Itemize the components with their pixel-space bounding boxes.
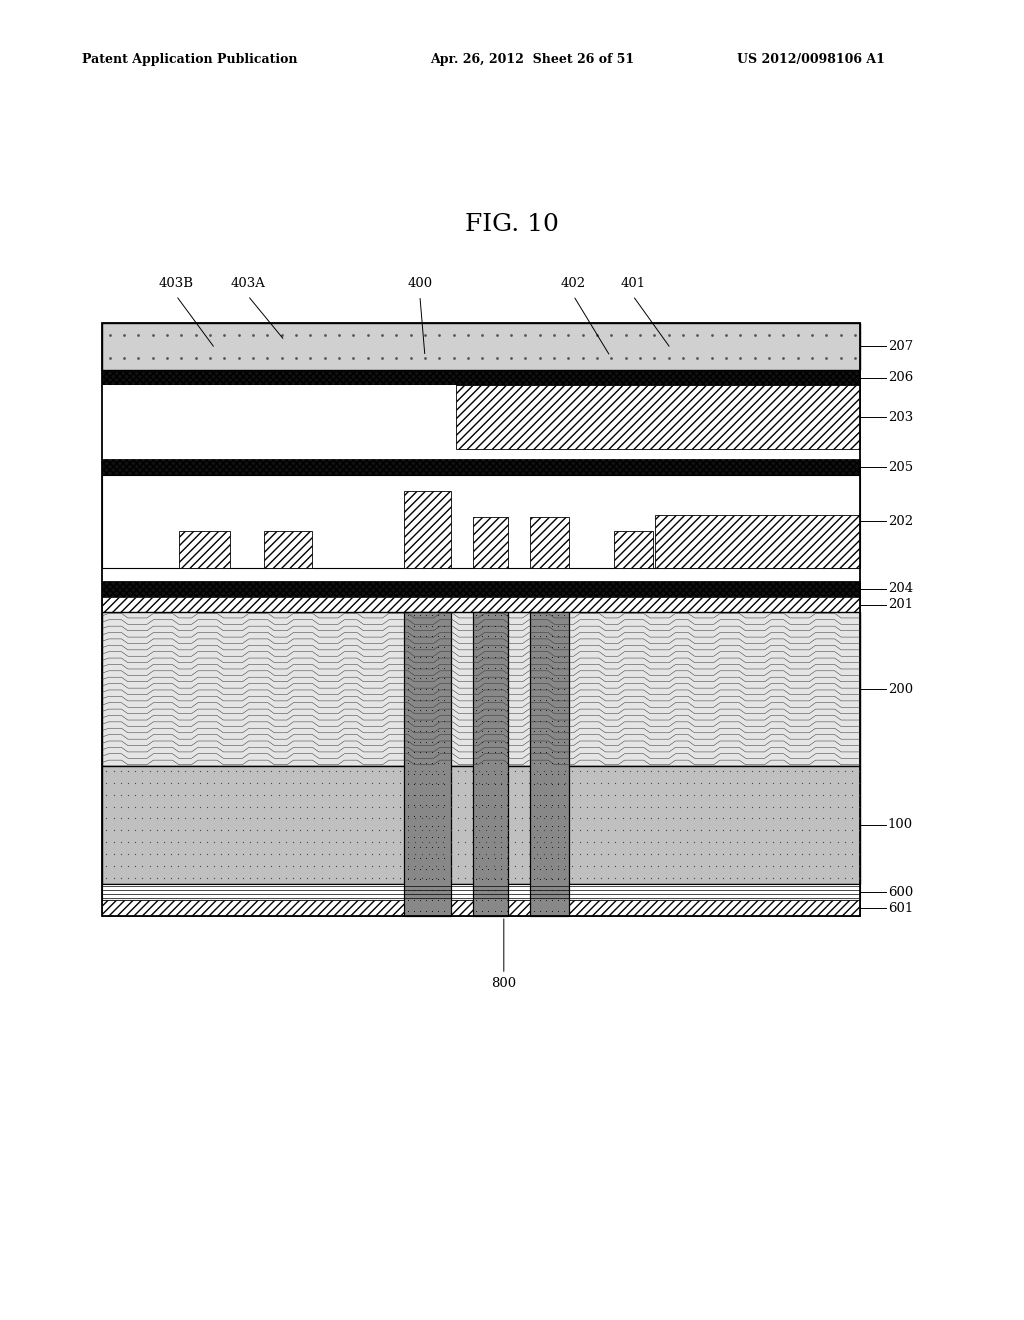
Bar [404,612,451,916]
Bar [530,612,569,916]
Bar [102,475,860,568]
Bar [102,612,860,766]
Text: 401: 401 [621,277,645,290]
Text: Apr. 26, 2012  Sheet 26 of 51: Apr. 26, 2012 Sheet 26 of 51 [430,53,634,66]
Text: FIG. 10: FIG. 10 [465,213,559,236]
Bar [102,385,456,449]
Bar [102,323,860,370]
Bar [264,531,312,568]
Bar [102,323,860,916]
Text: 100: 100 [888,818,913,832]
Text: 403A: 403A [230,277,265,290]
Bar [102,370,860,385]
Text: 201: 201 [888,598,913,611]
Text: Patent Application Publication: Patent Application Publication [82,53,297,66]
Text: 600: 600 [888,886,913,899]
Bar [102,766,860,884]
Bar [473,612,508,916]
Bar [530,517,569,568]
Bar [614,531,653,568]
Text: 200: 200 [888,682,913,696]
Bar [102,597,860,612]
Text: 206: 206 [888,371,913,384]
Text: US 2012/0098106 A1: US 2012/0098106 A1 [737,53,885,66]
Text: 204: 204 [888,582,913,595]
Bar [456,385,860,449]
Bar [530,612,569,916]
Text: 205: 205 [888,461,913,474]
Text: 601: 601 [888,902,913,915]
Text: 403B: 403B [159,277,194,290]
Bar [473,612,508,916]
Text: 800: 800 [492,977,516,990]
Text: 207: 207 [888,341,913,352]
Bar [404,612,451,916]
Bar [655,515,860,568]
Bar [404,491,451,568]
Text: 202: 202 [888,515,913,528]
Bar [102,581,860,597]
Text: 402: 402 [561,277,586,290]
Bar [102,900,860,916]
Text: 400: 400 [408,277,432,290]
Bar [102,459,860,475]
Bar [179,531,230,568]
Bar [473,517,508,568]
Text: 203: 203 [888,411,913,424]
Bar [102,884,860,900]
